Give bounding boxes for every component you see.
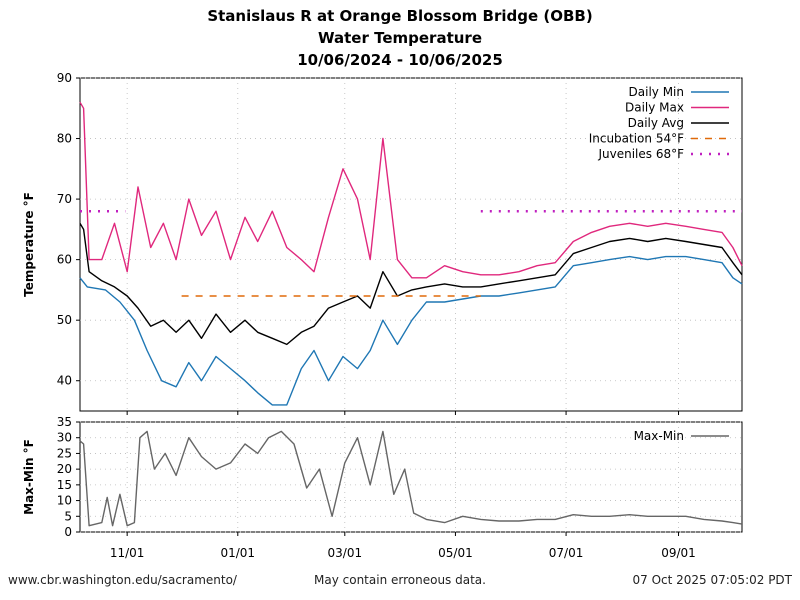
series-line-daily-avg (79, 222, 743, 346)
legend-entry-label: Daily Avg (628, 116, 684, 130)
range-y-tick-label: 30 (57, 431, 72, 445)
legend-entry-label: Incubation 54°F (589, 132, 684, 146)
legend-entry-label: Juveniles 68°F (597, 147, 684, 161)
series-line-daily-min (79, 255, 743, 406)
legend-entry-label: Daily Max (625, 101, 684, 115)
range-y-tick-label: 20 (57, 462, 72, 476)
range-y-tick-label: 35 (57, 415, 72, 429)
temp-y-tick-label: 50 (57, 313, 72, 327)
range-y-tick-label: 0 (64, 525, 72, 539)
x-tick-label: 01/01 (220, 546, 255, 560)
range-y-tick-label: 10 (57, 494, 72, 508)
footer-disclaimer: May contain erroneous data. (314, 573, 486, 587)
range-y-tick-label: 5 (64, 509, 72, 523)
x-tick-label: 09/01 (661, 546, 696, 560)
footer-timestamp: 07 Oct 2025 07:05:02 PDT (632, 573, 792, 587)
temp-y-tick-label: 90 (57, 71, 72, 85)
temp-y-tick-label: 70 (57, 192, 72, 206)
chart-subtitle: Water Temperature (318, 29, 482, 47)
chart-title: Stanislaus R at Orange Blossom Bridge (O… (207, 7, 593, 25)
legend-entry-label: Max-Min (634, 429, 684, 443)
x-tick-label: 11/01 (110, 546, 145, 560)
temp-y-axis-label: Temperature °F (22, 192, 36, 297)
footer-source-url: www.cbr.washington.edu/sacramento/ (8, 573, 237, 587)
x-tick-label: 05/01 (438, 546, 473, 560)
temp-y-tick-label: 80 (57, 132, 72, 146)
range-y-axis-label: Max-Min °F (22, 439, 36, 515)
x-tick-label: 07/01 (549, 546, 584, 560)
series-line-daily-max (79, 101, 743, 279)
range-y-tick-label: 25 (57, 446, 72, 460)
range-y-tick-label: 15 (57, 478, 72, 492)
series-line-max-min (79, 430, 743, 527)
temp-y-tick-label: 60 (57, 253, 72, 267)
chart-date-range: 10/06/2024 - 10/06/2025 (297, 51, 503, 69)
x-tick-label: 03/01 (328, 546, 363, 560)
temp-y-tick-label: 40 (57, 374, 72, 388)
legend-entry-label: Daily Min (629, 85, 684, 99)
